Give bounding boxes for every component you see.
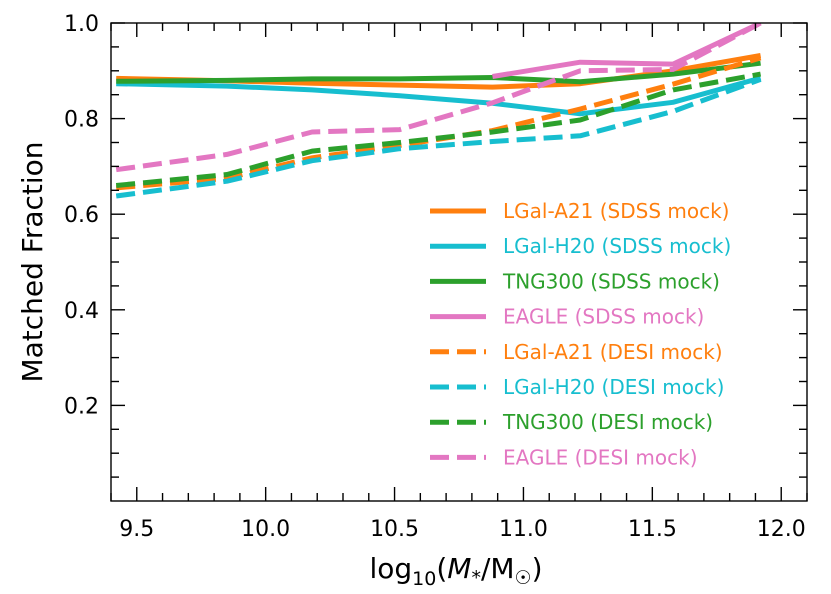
x-label-sub10: 10 [412,568,436,590]
x-label-var: M [447,552,471,585]
x-tick-label-0: 9.5 [119,517,154,542]
y-tick-label-2: 0.6 [64,203,99,228]
series-line-6 [115,71,762,188]
series-line-7 [115,23,762,173]
legend-label-1: LGal-H20 (SDSS mock) [503,234,731,258]
x-axis-label: log10(M*/M☉) [369,552,542,590]
x-label-sun: ☉ [515,567,532,589]
legend-label-7: EAGLE (DESI mock) [503,445,698,469]
y-tick-label-1: 0.4 [64,299,99,324]
legend-label-0: LGal-A21 (SDSS mock) [503,199,729,223]
y-tick-label-0: 0.2 [64,394,99,419]
x-label-close: ) [532,552,543,585]
x-tick-label-4: 11.5 [628,517,677,542]
series-line-1 [116,75,762,117]
x-label-var-sub: * [471,567,481,589]
legend: LGal-A21 (SDSS mock) LGal-H20 (SDSS mock)… [430,199,731,469]
series-layer [115,23,762,199]
x-label-open: ( [436,552,447,585]
y-axis-label: Matched Fraction [16,141,49,382]
x-label-log: log [369,552,412,585]
legend-label-4: LGal-A21 (DESI mock) [503,340,723,364]
series-line-2 [116,60,761,85]
legend-label-3: EAGLE (SDSS mock) [503,305,704,329]
x-label-slash: /M [481,552,515,585]
legend-label-5: LGal-H20 (DESI mock) [503,375,724,399]
y-tick-label-3: 0.8 [64,108,99,133]
x-tick-label-5: 12.0 [757,517,806,542]
series-line-5 [115,77,762,199]
x-tick-label-1: 10.0 [241,517,290,542]
legend-label-2: TNG300 (SDSS mock) [502,269,720,293]
x-tick-label-3: 11.0 [499,517,548,542]
y-tick-label-4: 1.0 [64,12,99,37]
x-tick-label-2: 10.5 [370,517,419,542]
ticks-layer [110,22,808,501]
legend-label-6: TNG300 (DESI mock) [502,410,713,434]
tick-labels-layer: 9.5 10.0 10.5 11.0 11.5 12.0 0.2 0.4 0.6 0.8 1.0 [64,12,806,542]
